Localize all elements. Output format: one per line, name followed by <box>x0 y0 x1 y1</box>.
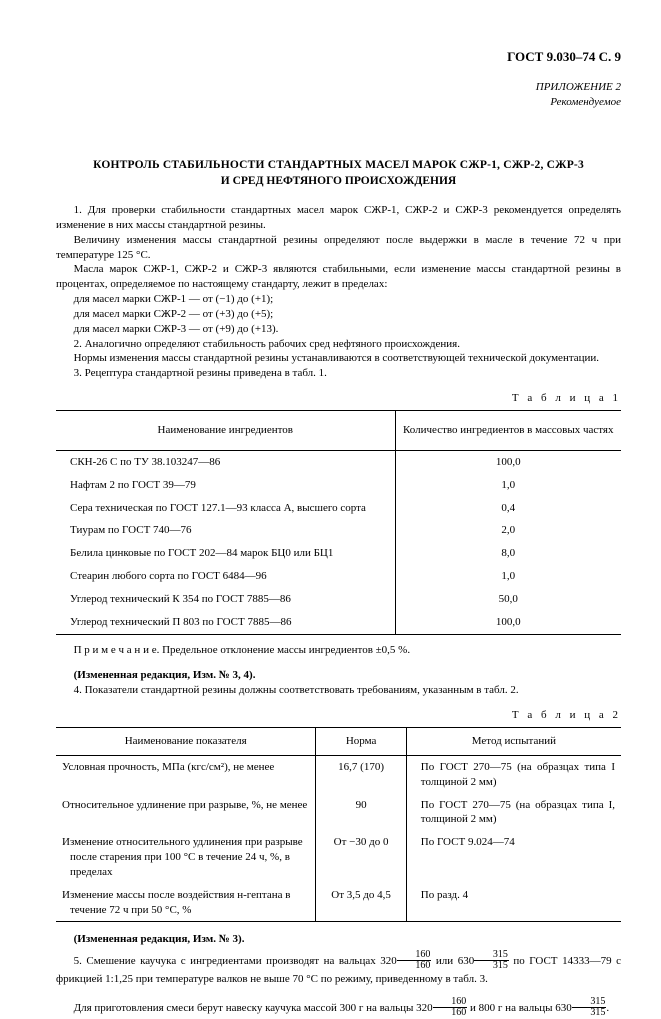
t1-cell-name: Углерод технический К 354 по ГОСТ 7885—8… <box>56 588 395 611</box>
para-4: 2. Аналогично определяют стабильность ра… <box>56 337 621 352</box>
p9-text-b: и 800 г на вальцы 630 <box>467 1002 571 1014</box>
table1-note: П р и м е ч а н и е. Предельное отклонен… <box>56 643 621 658</box>
page: ГОСТ 9.030–74 С. 9 ПРИЛОЖЕНИЕ 2 Рекоменд… <box>0 0 661 936</box>
t2-cell-name: Относительное удлинение при разрыве, %, … <box>56 794 316 832</box>
t2-cell-name: Изменение массы после воздействия н-гепт… <box>56 884 316 922</box>
fraction-3: 160160 <box>433 997 468 1018</box>
table-row: Относительное удлинение при разрыве, %, … <box>56 794 621 832</box>
t2-cell-norm: От −30 до 0 <box>316 831 406 884</box>
para-2: Величину изменения массы стандартной рез… <box>56 233 621 263</box>
t2-cell-method: По ГОСТ 9.024—74 <box>406 831 621 884</box>
t1-cell-value: 50,0 <box>395 588 621 611</box>
table1-caption: Т а б л и ц а 1 <box>56 391 621 406</box>
t1-cell-name: Нафтам 2 по ГОСТ 39—79 <box>56 474 395 497</box>
t1-cell-value: 1,0 <box>395 474 621 497</box>
t1-cell-name: Сера техническая по ГОСТ 127.1—93 класса… <box>56 497 395 520</box>
change-note-1: (Измененная редакция, Изм. № 3, 4). <box>56 668 621 683</box>
appendix-block: ПРИЛОЖЕНИЕ 2 Рекомендуемое <box>536 80 621 110</box>
main-title-line1: КОНТРОЛЬ СТАБИЛЬНОСТИ СТАНДАРТНЫХ МАСЕЛ … <box>56 158 621 174</box>
list-item-3: для масел марки СЖР-3 — от (+9) до (+13)… <box>56 322 621 337</box>
t2-cell-method: По ГОСТ 270—75 (на образцах типа I, толщ… <box>406 794 621 832</box>
t2-cell-method: По разд. 4 <box>406 884 621 922</box>
table-2: Наименование показателя Норма Метод испы… <box>56 727 621 922</box>
t2-cell-name: Изменение относительного удлинения при р… <box>56 831 316 884</box>
t2-cell-norm: 16,7 (170) <box>316 755 406 793</box>
para-9: Для приготовления смеси берут навеску ка… <box>56 998 621 1019</box>
t2-cell-name: Условная прочность, МПа (кгс/см²), не ме… <box>56 755 316 793</box>
fraction-4: 315315 <box>572 997 607 1018</box>
t2-cell-norm: От 3,5 до 4,5 <box>316 884 406 922</box>
p8-text-b: или 630 <box>431 955 474 967</box>
table-row: Углерод технический К 354 по ГОСТ 7885—8… <box>56 588 621 611</box>
fraction-2: 315315 <box>474 950 509 971</box>
list-item-2: для масел марки СЖР-2 — от (+3) до (+5); <box>56 307 621 322</box>
t1-cell-value: 8,0 <box>395 542 621 565</box>
t2-cell-norm: 90 <box>316 794 406 832</box>
para-3: Масла марок СЖР-1, СЖР-2 и СЖР-3 являютс… <box>56 262 621 292</box>
para-6: 3. Рецептура стандартной резины приведен… <box>56 366 621 381</box>
change-note-2: (Измененная редакция, Изм. № 3). <box>56 932 621 947</box>
fraction-1: 160160 <box>397 950 432 971</box>
table-row: Изменение массы после воздействия н-гепт… <box>56 884 621 922</box>
para-5: Нормы изменения массы стандартной резины… <box>56 351 621 366</box>
doc-header: ГОСТ 9.030–74 С. 9 <box>507 48 621 66</box>
p9-text-c: . <box>606 1002 609 1014</box>
t2-head-method: Метод испытаний <box>406 727 621 755</box>
p8-text-a: 5. Смешение каучука с ингредиентами прои… <box>74 955 397 967</box>
t1-cell-value: 1,0 <box>395 565 621 588</box>
p9-text-a: Для приготовления смеси берут навеску ка… <box>74 1002 433 1014</box>
table-row: Стеарин любого сорта по ГОСТ 6484—961,0 <box>56 565 621 588</box>
table-row: Изменение относительного удлинения при р… <box>56 831 621 884</box>
table-1: Наименование ингредиентов Количество инг… <box>56 410 621 635</box>
para-1: 1. Для проверки стабильности стандартных… <box>56 203 621 233</box>
t2-head-norm: Норма <box>316 727 406 755</box>
t1-head-qty: Количество ингредиентов в массовых частя… <box>395 411 621 451</box>
t1-cell-name: Белила цинковые по ГОСТ 202—84 марок БЦ0… <box>56 542 395 565</box>
t1-cell-name: Стеарин любого сорта по ГОСТ 6484—96 <box>56 565 395 588</box>
t1-cell-value: 0,4 <box>395 497 621 520</box>
t1-cell-name: СКН-26 С по ТУ 38.103247—86 <box>56 450 395 473</box>
t2-head-name: Наименование показателя <box>56 727 316 755</box>
table-row: Нафтам 2 по ГОСТ 39—791,0 <box>56 474 621 497</box>
t1-head-name: Наименование ингредиентов <box>56 411 395 451</box>
t1-cell-value: 100,0 <box>395 450 621 473</box>
table-row: Белила цинковые по ГОСТ 202—84 марок БЦ0… <box>56 542 621 565</box>
t1-cell-name: Тиурам по ГОСТ 740—76 <box>56 519 395 542</box>
para-8: 5. Смешение каучука с ингредиентами прои… <box>56 951 621 987</box>
appendix-title: ПРИЛОЖЕНИЕ 2 <box>536 80 621 95</box>
table-row: Сера техническая по ГОСТ 127.1—93 класса… <box>56 497 621 520</box>
table-row: Тиурам по ГОСТ 740—762,0 <box>56 519 621 542</box>
appendix-subtitle: Рекомендуемое <box>536 95 621 110</box>
table-row: Углерод технический П 803 по ГОСТ 7885—8… <box>56 611 621 634</box>
table-row: Условная прочность, МПа (кгс/см²), не ме… <box>56 755 621 793</box>
table-row: СКН-26 С по ТУ 38.103247—86100,0 <box>56 450 621 473</box>
t1-cell-name: Углерод технический П 803 по ГОСТ 7885—8… <box>56 611 395 634</box>
t2-cell-method: По ГОСТ 270—75 (на образцах типа I толщи… <box>406 755 621 793</box>
list-item-1: для масел марки СЖР-1 — от (−1) до (+1); <box>56 292 621 307</box>
main-title-line2: И СРЕД НЕФТЯНОГО ПРОИСХОЖДЕНИЯ <box>56 174 621 190</box>
table2-caption: Т а б л и ц а 2 <box>56 708 621 723</box>
para-7: 4. Показатели стандартной резины должны … <box>56 683 621 698</box>
t1-cell-value: 100,0 <box>395 611 621 634</box>
t1-cell-value: 2,0 <box>395 519 621 542</box>
